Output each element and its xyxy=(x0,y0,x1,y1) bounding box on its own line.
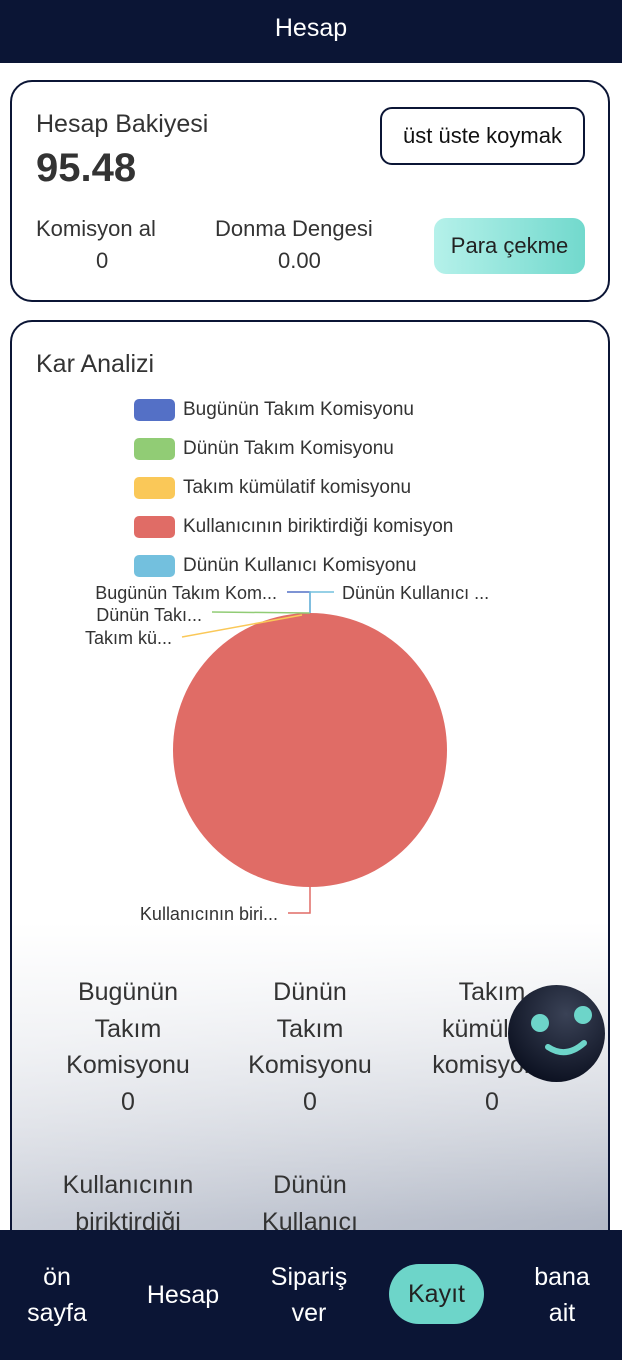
label-leader-line xyxy=(288,887,311,914)
stat-value: 0 xyxy=(303,1087,317,1116)
commission-value: 0 xyxy=(96,248,109,273)
commission-label: Komisyon al xyxy=(36,216,156,241)
page-title: Hesap xyxy=(274,14,348,42)
legend-label: Dünün Kullanıcı Komisyonu xyxy=(183,554,417,576)
nav-item[interactable]: Hesap xyxy=(128,1277,238,1313)
stat-label: Kullanıcının xyxy=(62,1171,194,1199)
nav-label: ön xyxy=(43,1263,71,1291)
pie-slice[interactable] xyxy=(173,613,447,887)
bottom-nav: ön sayfa Hesap Sipariş ver Kayıt bana ait xyxy=(0,1230,622,1360)
stat-label: Dünün xyxy=(273,1171,347,1199)
withdraw-button[interactable]: Para çekme xyxy=(434,218,585,274)
slice-label: Dünün Kullanıcı ... xyxy=(342,583,489,603)
legend-label: Kullanıcının biriktirdiği komisyon xyxy=(183,515,454,537)
stat-label: Komisyonu xyxy=(66,1051,190,1079)
nav-label: ait xyxy=(548,1299,576,1327)
legend-swatch xyxy=(134,554,175,577)
slice-label: Takım kü... xyxy=(85,628,172,648)
legend-label: Takım kümülatif komisyonu xyxy=(183,476,412,498)
legend-item[interactable]: Dünün Kullanıcı Komisyonu xyxy=(134,546,453,585)
label-leader-line xyxy=(181,614,303,638)
legend-item[interactable]: Bugünün Takım Komisyonu xyxy=(134,390,453,429)
label-leader-line xyxy=(309,591,334,613)
stat-label: Bugünün xyxy=(77,978,179,1006)
legend-swatch xyxy=(134,398,175,421)
legend-swatch xyxy=(134,515,175,538)
pie-chart: Bugünün Takım Kom...Dünün Takı... Takım k… xyxy=(85,583,489,924)
nav-label: Sipariş xyxy=(270,1263,348,1291)
balance-label: Hesap Bakiyesi xyxy=(36,110,209,138)
legend-item[interactable]: Dünün Takım Komisyonu xyxy=(134,429,453,468)
slice-label: Kullanıcının biri... xyxy=(140,904,278,924)
nav-item[interactable]: ön sayfa xyxy=(2,1259,112,1331)
balance-card: Hesap Bakiyesi 95.48 üst üste koymak Kom… xyxy=(10,80,610,302)
legend-label: Bugünün Takım Komisyonu xyxy=(183,398,414,420)
stat-item: Dünün Takım Komisyonu 0 xyxy=(220,974,400,1120)
nav-label: ver xyxy=(291,1299,327,1327)
balance-value: 95.48 xyxy=(36,146,137,190)
legend-swatch xyxy=(134,476,175,499)
profit-analysis-card: Kar Analizi Bugünün Takım Komisyonu Dünün… xyxy=(10,320,610,1320)
legend-item[interactable]: Takım kümülatif komisyonu xyxy=(134,468,453,507)
nav-label: bana xyxy=(534,1263,590,1291)
label-leader-line xyxy=(211,611,311,614)
stat-label: Takım xyxy=(458,978,526,1006)
frozen-value: 0.00 xyxy=(278,248,321,273)
nav-item[interactable]: Sipariş ver xyxy=(254,1259,364,1331)
nav-label: Hesap xyxy=(146,1281,220,1309)
stat-label: Komisyonu xyxy=(248,1051,372,1079)
stat-value: 0 xyxy=(485,1087,499,1116)
chart-legend: Bugünün Takım Komisyonu Dünün Takım Komis… xyxy=(134,390,453,585)
legend-swatch xyxy=(134,437,175,460)
nav-label: sayfa xyxy=(27,1299,87,1327)
nav-item-kayit[interactable]: Kayıt xyxy=(389,1264,484,1324)
nav-item[interactable]: bana ait xyxy=(507,1259,617,1331)
smiley-icon xyxy=(531,1006,592,1056)
slice-label: Dünün Takı... xyxy=(96,605,202,625)
stat-item: Bugünün Takım Komisyonu 0 xyxy=(38,974,218,1120)
legend-label: Dünün Takım Komisyonu xyxy=(183,437,394,459)
stat-label: Takım xyxy=(276,1014,344,1043)
chat-support-button[interactable] xyxy=(508,985,605,1082)
slice-label: Bugünün Takım Kom... xyxy=(95,583,277,603)
label-leader-line xyxy=(287,591,311,613)
analysis-title: Kar Analizi xyxy=(36,350,155,378)
stat-label: Dünün xyxy=(273,978,347,1006)
frozen-label: Donma Dengesi xyxy=(215,216,373,241)
stat-label: Takım xyxy=(94,1014,162,1043)
legend-item[interactable]: Kullanıcının biriktirdiği komisyon xyxy=(134,507,453,546)
page-header: Hesap xyxy=(0,0,622,63)
stat-value: 0 xyxy=(121,1087,135,1116)
stack-button[interactable]: üst üste koymak xyxy=(380,107,585,165)
